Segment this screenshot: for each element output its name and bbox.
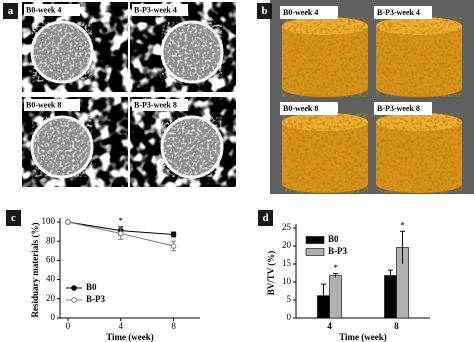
ct-image: B-P3-week 8: [130, 97, 236, 187]
y-tick-label: 25: [282, 222, 292, 232]
annotation: *: [400, 220, 405, 230]
y-axis-label: Residuary materials (%): [30, 223, 40, 318]
panel-label-box: [3, 3, 18, 19]
image-label-box: [24, 4, 80, 16]
panel-label-box: [6, 210, 21, 226]
render-image: B-P3-week 4: [374, 6, 462, 97]
y-tick-label: 0: [51, 312, 56, 322]
bar: [329, 275, 342, 319]
cylinder-texture: [376, 17, 462, 97]
x-tick-label: 0: [66, 321, 71, 331]
image-label-box: [132, 99, 188, 111]
render-image: B0-week 8: [280, 102, 368, 193]
implant-texture: [162, 117, 222, 177]
cylinder-texture: [282, 113, 368, 193]
image-label: B0-week 4: [283, 8, 318, 17]
panel-label: b: [261, 5, 267, 17]
y-tick-label: 40: [46, 274, 56, 284]
image-label: B-P3-week 8: [377, 104, 420, 113]
x-tick-label: 4: [119, 321, 124, 331]
x-tick-label: 8: [171, 321, 176, 331]
image-label-box: [280, 102, 338, 115]
y-tick-label: 15: [282, 258, 292, 268]
y-tick-label: 5: [287, 294, 292, 304]
bar: [384, 275, 397, 319]
panel-label-box: [257, 3, 272, 19]
image-label: B0-week 8: [26, 100, 61, 109]
image-label: B-P3-week 4: [377, 8, 420, 17]
legend-label: B0: [328, 234, 339, 244]
x-tick-label: 8: [394, 321, 399, 331]
data-point: [117, 230, 124, 237]
render-image: B-P3-week 8: [374, 102, 462, 193]
image-label-box: [24, 99, 80, 111]
image-label: B0-week 4: [26, 5, 61, 14]
implant-texture: [32, 22, 92, 82]
legend-marker: [71, 285, 77, 291]
image-label-box: [280, 6, 338, 19]
x-axis-label: Time (week): [106, 332, 154, 342]
y-tick-label: 100: [42, 216, 56, 226]
y-tick-label: 80: [46, 235, 56, 245]
y-tick-label: 60: [46, 254, 56, 264]
render-image: B0-week 4: [280, 6, 368, 97]
legend-swatch: [305, 236, 325, 244]
ct-image: B-P3-week 4: [130, 2, 236, 92]
panel-label-box: [258, 210, 273, 226]
x-axis-label: Time (week): [339, 332, 387, 342]
y-tick-label: 20: [46, 293, 56, 303]
image-label: B0-week 8: [283, 104, 318, 113]
data-point: [170, 243, 177, 249]
data-point: [65, 219, 71, 225]
cylinder-texture: [376, 113, 462, 193]
panel-label: c: [11, 212, 16, 224]
annotation: *: [119, 216, 124, 226]
image-label: B-P3-week 4: [134, 5, 177, 14]
y-tick-label: 10: [282, 276, 292, 286]
ct-image: B0-week 4: [22, 2, 128, 92]
legend-marker: [71, 297, 77, 303]
implant-texture: [32, 117, 92, 177]
cylinder-texture: [282, 17, 368, 97]
image-label-box: [374, 6, 432, 19]
implant-texture: [162, 22, 222, 82]
y-tick-label: 20: [282, 240, 292, 250]
image-label: B-P3-week 8: [134, 100, 177, 109]
x-tick-label: 4: [327, 321, 332, 331]
legend-label: B0: [86, 282, 97, 292]
annotation: *: [333, 263, 338, 273]
panel-label: a: [8, 5, 14, 17]
data-point: [170, 231, 177, 238]
y-tick-label: 0: [287, 312, 292, 322]
legend-label: B-P3: [328, 246, 347, 256]
panel-label: d: [262, 212, 268, 224]
image-label-box: [132, 4, 188, 16]
image-label-box: [374, 102, 432, 115]
ct-image: B0-week 8: [22, 97, 128, 187]
legend-swatch: [305, 248, 325, 256]
y-axis-label: BV/TV (%): [266, 251, 276, 296]
legend-label: B-P3: [86, 294, 105, 304]
